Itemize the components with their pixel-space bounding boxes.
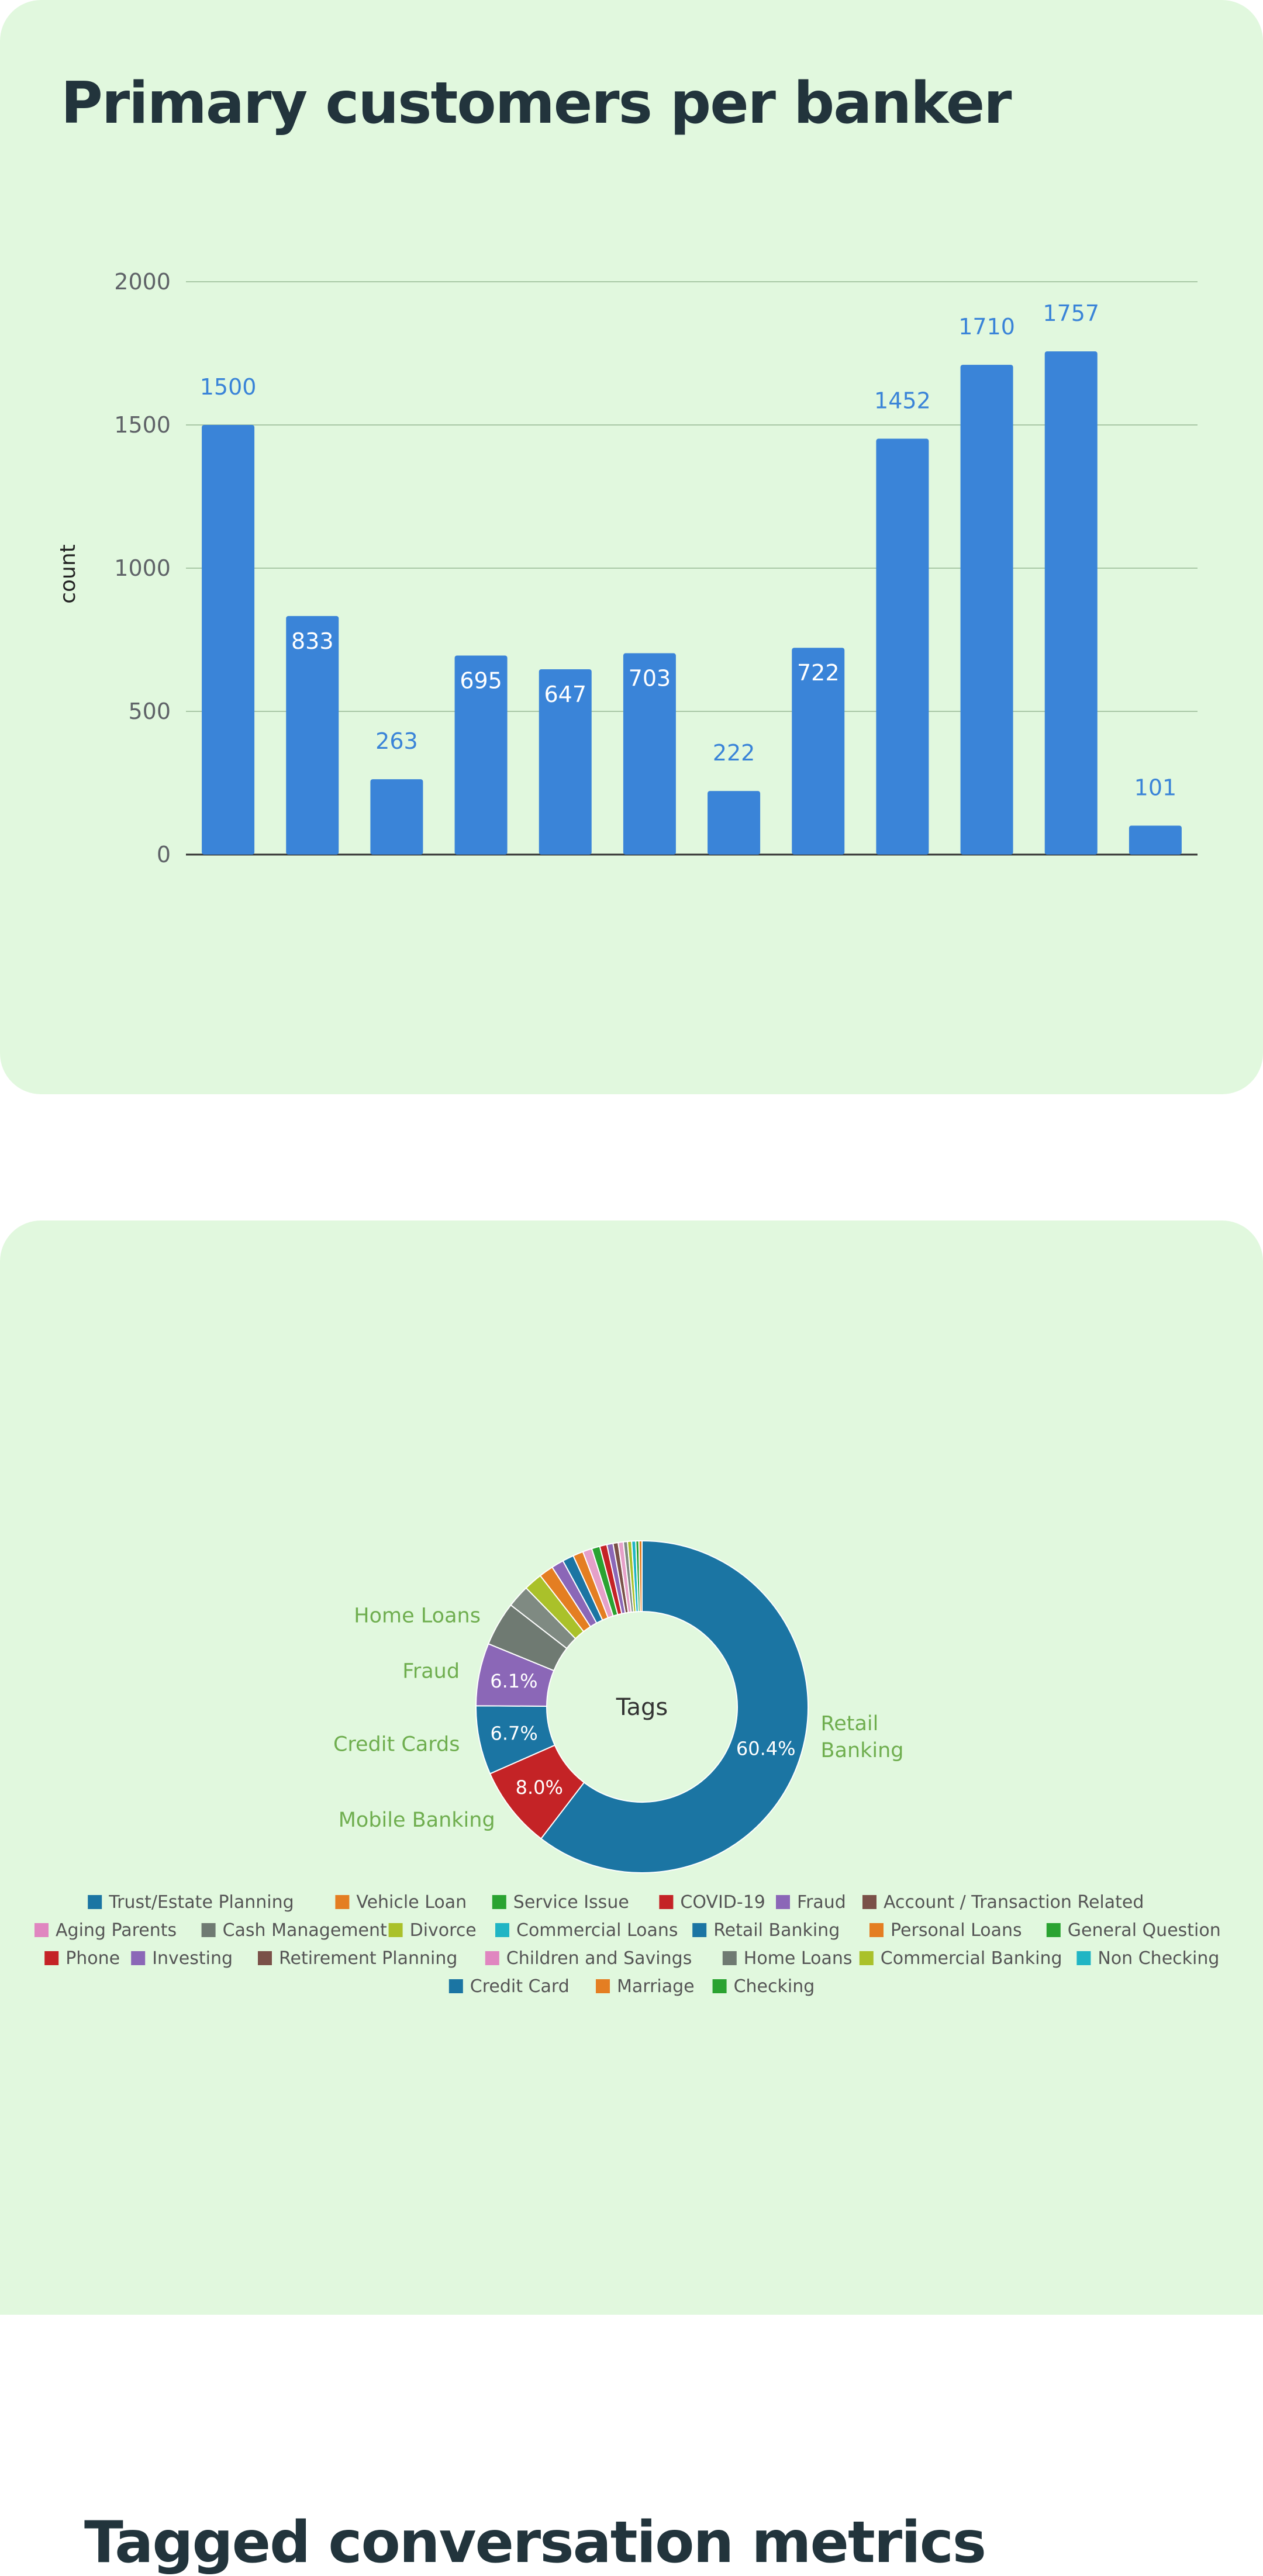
bar [370, 779, 423, 855]
bar [286, 616, 339, 855]
bar [539, 669, 592, 855]
y-axis-label: count [56, 544, 80, 604]
bar-value-label: 1757 [1043, 300, 1099, 326]
legend-swatch [692, 1923, 707, 1937]
legend-swatch [258, 1951, 272, 1965]
legend-label: Marriage [617, 1976, 695, 1997]
legend-label: Trust/Estate Planning [108, 1892, 294, 1913]
legend-label: Fraud [797, 1892, 846, 1913]
bar-value-label: 222 [713, 740, 755, 766]
slice-callout-label: Credit Cards [333, 1733, 460, 1756]
bar-value-label: 1500 [200, 374, 257, 400]
legend-swatch [201, 1923, 216, 1937]
legend-swatch [388, 1923, 403, 1937]
legend-swatch [44, 1951, 59, 1965]
bar [1044, 351, 1098, 855]
bar-chart: 0 500 1000 1500 2000 count 1500 833 263 695 647 703… [56, 269, 1198, 867]
legend-label: Children and Savings [506, 1948, 692, 1969]
legend-label: Retail Banking [713, 1920, 840, 1941]
legend-label: Investing [152, 1948, 233, 1969]
bar-value-label: 1452 [874, 388, 931, 414]
donut-center-label: Tags [616, 1694, 668, 1721]
bar-value-label: 101 [1134, 775, 1177, 801]
donut-slice [540, 1540, 809, 1873]
legend-label: COVID-19 [680, 1892, 765, 1913]
legend-swatch [596, 1979, 610, 1993]
legend-swatch [1076, 1951, 1091, 1965]
legend-label: Home Loans [744, 1948, 853, 1969]
legend-label: Service Issue [513, 1892, 629, 1913]
bar [623, 653, 676, 855]
legend-label: Personal Loans [891, 1920, 1022, 1941]
legend-swatch [492, 1895, 506, 1909]
legend-swatch [335, 1895, 350, 1909]
donut-slice [638, 1540, 643, 1613]
bar-value-label: 695 [460, 668, 502, 693]
slice-percent-label: 6.1% [490, 1670, 537, 1692]
bar [876, 438, 929, 855]
legend-swatch [34, 1923, 49, 1937]
legend-label: Commercial Loans [516, 1920, 678, 1941]
legend-label: Vehicle Loan [356, 1892, 467, 1913]
y-tick-label: 1500 [114, 412, 171, 438]
bar [960, 365, 1013, 855]
bar-chart-title: Primary customers per banker [61, 70, 1012, 137]
legend-swatch [859, 1951, 874, 1965]
bar-value-label: 833 [291, 628, 334, 654]
y-tick-label: 1000 [114, 555, 171, 581]
legend-swatch [869, 1923, 884, 1937]
bar [792, 648, 845, 855]
bar-value-label: 703 [629, 666, 671, 691]
legend-swatch [448, 1979, 463, 1993]
y-tick-label: 2000 [114, 269, 171, 295]
legend-label: Retirement Planning [279, 1948, 457, 1969]
slice-callout-label: Mobile Banking [339, 1809, 495, 1832]
legend-label: Commercial Banking [881, 1948, 1062, 1969]
bar [1129, 825, 1182, 855]
slice-percent-label: 8.0% [516, 1776, 563, 1799]
legend-label: Phone [65, 1948, 120, 1969]
legend-swatch [659, 1895, 674, 1909]
legend-label: General Question [1068, 1920, 1221, 1941]
legend-swatch [862, 1895, 876, 1909]
legend-swatch [485, 1951, 499, 1965]
bar-value-label: 263 [375, 728, 418, 754]
legend-label: Divorce [410, 1920, 477, 1941]
legend-swatch [712, 1979, 727, 1993]
legend-label: Aging Parents [56, 1920, 177, 1941]
slice-percent-label: 6.7% [490, 1722, 537, 1744]
donut-chart-title: Tagged conversation metrics [84, 2509, 986, 2576]
legend-swatch [131, 1951, 146, 1965]
legend-swatch [495, 1923, 509, 1937]
legend-label: Cash Management [223, 1920, 387, 1941]
legend-swatch [88, 1895, 102, 1909]
y-tick-label: 500 [128, 699, 171, 724]
bar-value-label: 647 [544, 682, 586, 707]
legend-swatch [722, 1951, 737, 1965]
legend-swatch [776, 1895, 790, 1909]
bar [454, 655, 508, 855]
y-tick-label: 0 [157, 842, 171, 867]
bar [708, 791, 761, 855]
legend-label: Credit Card [470, 1976, 570, 1997]
legend-label: Checking [734, 1976, 815, 1997]
legend-label: Non Checking [1098, 1948, 1219, 1969]
bar-value-label: 722 [797, 660, 840, 686]
slice-percent-label: 60.4% [736, 1738, 796, 1760]
slice-callout-label: Home Loans [354, 1605, 481, 1628]
legend-swatch [1046, 1923, 1061, 1937]
slice-callout-label: Fraud [402, 1660, 460, 1683]
slice-callout-label: Retail Banking [820, 1712, 903, 1762]
bar-value-label: 1710 [958, 314, 1015, 340]
donut-chart: 60.4% Retail Banking 8.0% Mobile Banking 6.7%… [34, 1540, 1221, 1997]
bar [202, 425, 255, 855]
legend-label: Account / Transaction Related [884, 1892, 1144, 1913]
